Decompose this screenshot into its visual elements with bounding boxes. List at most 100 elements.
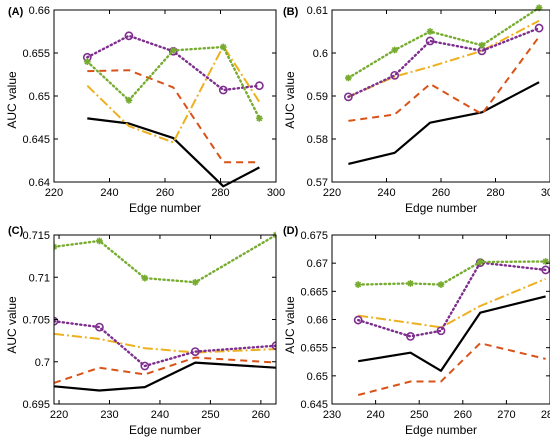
panel-d-series-solid-black (358, 295, 546, 372)
panel-d-axes-box (331, 234, 550, 405)
panel-a-marker-circle (218, 85, 228, 95)
panel-c-series-dashed-orange (54, 356, 276, 384)
panel-d-xlabel: Edge number (405, 423, 477, 437)
panel-a-series-dashed-orange (87, 69, 260, 164)
panel-b-series-solid-black (348, 81, 540, 165)
panel-c-ytick-label: 0.71 (29, 272, 50, 284)
panel-d: (D) AUC value Edge number 230 240 250 260 27… (283, 225, 550, 437)
panel-b-series-dashed-orange (348, 36, 540, 122)
panel-a-series-dashdot-yellow (86, 45, 261, 144)
panel-d-series-dashed-orange (357, 342, 546, 396)
panel-a-series-group (82, 31, 264, 188)
panel-b-marker-star (426, 28, 434, 35)
panel-a-series-dotted-purple-circles (86, 34, 261, 92)
panel-b: (B) AUC value Edge number 220 240 260 280 3 0… (283, 4, 550, 215)
panel-c-marker-star (54, 243, 58, 251)
panel-b-xlabel: Edge number (405, 201, 477, 215)
panel-b-label: (B) (283, 6, 299, 18)
panel-a-xtick-label: 220 (45, 187, 63, 199)
panel-a-xlabel: Edge number (129, 201, 201, 215)
panel-a-xtick-label: 300 (267, 187, 285, 199)
panel-c: (C) AUC value Edge number 220 230 240 250 26… (5, 225, 277, 437)
panel-d-series-dotted-purple-circles (357, 261, 547, 338)
panel-c-xtick-label: 250 (201, 409, 219, 421)
panel-c-marker-star (191, 278, 199, 286)
panel-c-series-dashdot-yellow (54, 332, 276, 354)
panel-d-xtick-label: 240 (366, 409, 384, 421)
panel-a-marker-circle (124, 31, 134, 41)
panel-a-series-dotted-green-stars (86, 45, 261, 120)
panel-d-marker-circle (406, 331, 415, 341)
panel-a-ytick-label: 0.64 (29, 177, 50, 189)
panel-d-ytick-label: 0.645 (300, 399, 328, 411)
panel-a-marker-circle (254, 81, 264, 91)
panel-d-marker-circle (436, 326, 446, 336)
panel-c-ylabel: AUC value (5, 296, 19, 354)
panel-b-axes-box (331, 9, 550, 183)
panel-c-xtick-label: 220 (50, 409, 68, 421)
panel-b-marker-star (478, 41, 486, 49)
panel-b-xtick-label: 300 (541, 187, 550, 199)
panel-a-marker-star (125, 96, 133, 104)
panel-a-xtick-label: 260 (156, 187, 174, 199)
panel-a-ytick-label: 0.645 (22, 134, 50, 146)
panel-d-marker-star (476, 258, 484, 266)
panel-d-xtick-label: 260 (454, 409, 472, 421)
panel-d-marker-circle (353, 315, 363, 325)
panel-c-ytick-label: 0.7 (35, 357, 50, 369)
panel-a-marker-star (255, 114, 263, 122)
panel-b-ytick-label: 0.57 (307, 177, 328, 189)
panel-a-marker-star (169, 47, 177, 54)
panel-b-xtick-label: 240 (377, 187, 395, 199)
panel-b-xtick-label: 260 (432, 187, 450, 199)
panel-a: (A) AUC value Edge number 220 240 260 280 30… (5, 5, 285, 215)
panel-d-xtick-label: 230 (323, 409, 341, 421)
panel-c-series-group (54, 231, 276, 392)
panel-d-series-group (353, 258, 550, 396)
panel-d-ytick-label: 0.67 (307, 258, 328, 270)
panel-a-ylabel: AUC value (5, 71, 19, 129)
panel-c-marker-star (141, 274, 149, 282)
panel-b-marker-circle (425, 36, 435, 46)
panel-c-xlabel: Edge number (129, 423, 201, 437)
panel-c-xtick-label: 240 (151, 409, 169, 421)
panel-c-series-solid-black (54, 361, 276, 392)
panel-b-series-dashdot-yellow (347, 19, 540, 98)
panel-d-marker-star (542, 258, 550, 265)
panel-b-ytick-label: 0.58 (307, 134, 328, 146)
panel-a-ytick-label: 0.65 (29, 91, 50, 103)
panel-d-ytick-label: 0.66 (307, 315, 328, 327)
panel-d-marker-star (407, 280, 414, 287)
panel-c-marker-circle (140, 361, 150, 371)
panel-d-marker-star (437, 281, 445, 288)
panel-c-series-dotted-purple-circles (54, 320, 276, 368)
panel-a-ytick-label: 0.66 (29, 5, 50, 17)
panel-d-ylabel: AUC value (283, 296, 297, 354)
panel-d-xtick-label: 280 (541, 409, 550, 421)
panel-b-xtick-label: 220 (323, 187, 341, 199)
panel-a-marker-star (83, 58, 91, 65)
panel-a-xtick-label: 280 (211, 187, 229, 199)
panel-b-marker-circle (390, 70, 400, 80)
panel-b-series-dotted-purple-circles (347, 26, 541, 99)
panel-d-ytick-label: 0.665 (300, 286, 328, 298)
panel-c-ytick-label: 0.715 (22, 230, 50, 242)
panel-b-ytick-label: 0.61 (307, 5, 328, 17)
panel-c-axes-box (53, 234, 277, 405)
panel-a-marker-star (219, 43, 227, 51)
panel-c-series-dotted-green-stars (54, 233, 276, 284)
panel-b-marker-star (391, 46, 399, 54)
panel-b-marker-circle (343, 92, 353, 102)
panel-a-ytick-label: 0.655 (22, 48, 50, 60)
panel-d-series-dotted-green-stars (357, 260, 547, 286)
panel-d-label: (D) (283, 225, 299, 237)
panel-d-series-dashdot-yellow (358, 277, 546, 329)
panel-b-marker-star (344, 74, 352, 82)
panel-d-xtick-label: 250 (410, 409, 428, 421)
panel-c-marker-star (96, 237, 103, 245)
panel-d-ytick-label: 0.675 (300, 230, 328, 242)
panel-a-series-solid-black (87, 117, 260, 188)
panel-b-ytick-label: 0.59 (307, 91, 328, 103)
panel-c-marker-circle (95, 322, 104, 332)
